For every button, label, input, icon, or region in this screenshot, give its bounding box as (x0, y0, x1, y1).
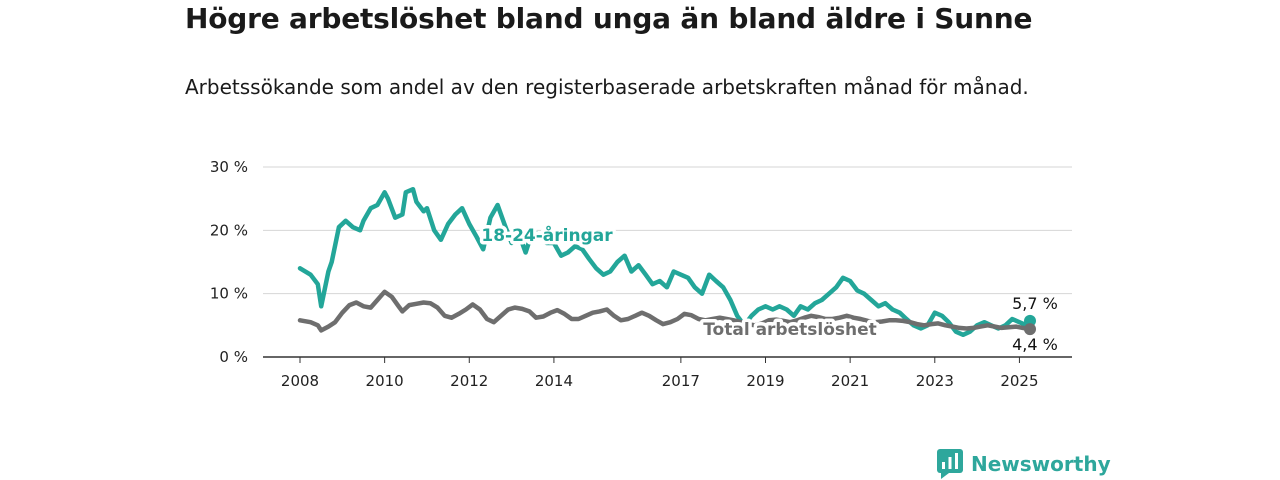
series-name-halo: Total arbetslöshet (703, 320, 877, 340)
x-tick-label: 2017 (662, 372, 700, 390)
y-tick-label: 0 % (219, 348, 248, 366)
end-value-halo: 4,4 % (1012, 335, 1058, 354)
y-tick-label: 10 % (210, 285, 248, 303)
x-tick-label: 2012 (450, 372, 488, 390)
series-name-halo: 18-24-åringar (481, 224, 613, 246)
series-endpoint-total (1024, 323, 1036, 336)
x-axis: 2008 2010 2012 2014 2017 2019 2021 2023 2025 (281, 357, 1039, 390)
series-lines (297, 186, 1036, 338)
x-tick-label: 2008 (281, 372, 319, 390)
gridlines (263, 166, 1072, 358)
brand-logo[interactable]: Newsworthy (937, 449, 1111, 479)
series-name-label: 18-24-åringar (481, 224, 613, 246)
brand-name: Newsworthy (971, 452, 1111, 476)
x-tick-label: 2014 (535, 372, 573, 390)
end-value-label: 4,4 % (1012, 335, 1058, 354)
chart-title: Högre arbetslöshet bland unga än bland ä… (185, 2, 1033, 35)
series-name-label: Total arbetslöshet (703, 320, 877, 340)
chart-subtitle: Arbetssökande som andel av den registerb… (185, 75, 1029, 99)
x-tick-label: 2023 (916, 372, 954, 390)
y-tick-label: 30 % (210, 158, 248, 176)
series-line-youth (297, 186, 1033, 338)
series-endpoint-youth (1024, 314, 1036, 327)
series-line-total (297, 289, 1033, 333)
x-tick-label: 2010 (366, 372, 404, 390)
y-tick-label: 20 % (210, 221, 248, 239)
x-tick-label: 2021 (831, 372, 869, 390)
x-tick-label: 2025 (1000, 372, 1038, 390)
newsworthy-logo-icon (937, 449, 963, 479)
end-value-halo: 5,7 % (1012, 294, 1058, 313)
x-tick-label: 2019 (746, 372, 784, 390)
y-axis: 0 % 10 % 20 % 30 % (210, 158, 248, 366)
end-value-label: 5,7 % (1012, 294, 1058, 313)
